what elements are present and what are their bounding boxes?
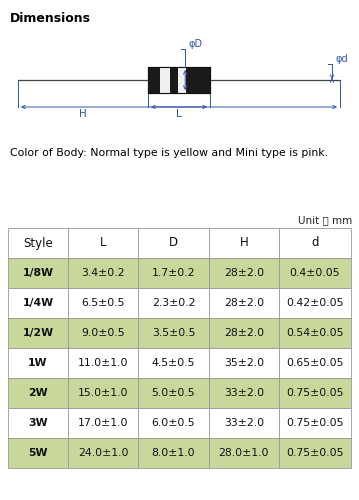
Bar bbox=[68, 258, 138, 288]
Text: Dimensions: Dimensions bbox=[10, 12, 91, 25]
Text: 1/4W: 1/4W bbox=[23, 298, 53, 308]
Text: 5W: 5W bbox=[28, 448, 48, 458]
Bar bbox=[160, 67, 170, 93]
Bar bbox=[8, 228, 68, 258]
Text: 15.0±1.0: 15.0±1.0 bbox=[78, 388, 129, 398]
Text: 1.7±0.2: 1.7±0.2 bbox=[152, 268, 195, 278]
Bar bbox=[170, 67, 178, 93]
Text: Unit ： mm: Unit ： mm bbox=[298, 215, 352, 225]
Text: 3.5±0.5: 3.5±0.5 bbox=[152, 328, 195, 338]
Bar bbox=[8, 408, 68, 438]
Bar bbox=[279, 438, 351, 468]
Bar bbox=[209, 318, 279, 348]
Bar bbox=[68, 438, 138, 468]
Text: 0.4±0.05: 0.4±0.05 bbox=[290, 268, 340, 278]
Text: 33±2.0: 33±2.0 bbox=[224, 418, 264, 428]
Bar bbox=[178, 67, 186, 93]
Text: 9.0±0.5: 9.0±0.5 bbox=[81, 328, 125, 338]
Text: 28.0±1.0: 28.0±1.0 bbox=[219, 448, 269, 458]
Bar bbox=[148, 67, 210, 93]
Text: φD: φD bbox=[188, 39, 202, 49]
Bar bbox=[279, 348, 351, 378]
Bar bbox=[279, 318, 351, 348]
Text: 3.4±0.2: 3.4±0.2 bbox=[81, 268, 125, 278]
Text: 3W: 3W bbox=[28, 418, 48, 428]
Bar bbox=[138, 378, 209, 408]
Bar bbox=[8, 438, 68, 468]
Bar bbox=[209, 378, 279, 408]
Text: 0.65±0.05: 0.65±0.05 bbox=[286, 358, 344, 368]
Text: 6.5±0.5: 6.5±0.5 bbox=[81, 298, 125, 308]
Bar bbox=[8, 378, 68, 408]
Text: 2W: 2W bbox=[28, 388, 48, 398]
Bar bbox=[209, 348, 279, 378]
Text: 17.0±1.0: 17.0±1.0 bbox=[78, 418, 129, 428]
Text: L: L bbox=[100, 236, 106, 250]
Text: 1/8W: 1/8W bbox=[23, 268, 53, 278]
Text: L: L bbox=[176, 109, 182, 119]
Text: d: d bbox=[311, 236, 319, 250]
Bar bbox=[209, 288, 279, 318]
Text: 1W: 1W bbox=[28, 358, 48, 368]
Bar bbox=[68, 228, 138, 258]
Bar bbox=[279, 408, 351, 438]
Bar bbox=[138, 258, 209, 288]
Bar bbox=[138, 288, 209, 318]
Text: 4.5±0.5: 4.5±0.5 bbox=[152, 358, 195, 368]
Bar bbox=[279, 288, 351, 318]
Text: 33±2.0: 33±2.0 bbox=[224, 388, 264, 398]
Bar bbox=[148, 67, 210, 93]
Bar bbox=[8, 288, 68, 318]
Bar bbox=[138, 438, 209, 468]
Bar bbox=[279, 378, 351, 408]
Bar bbox=[138, 318, 209, 348]
Bar bbox=[138, 348, 209, 378]
Bar bbox=[148, 67, 160, 93]
Text: Style: Style bbox=[23, 236, 53, 250]
Bar bbox=[8, 348, 68, 378]
Text: 0.75±0.05: 0.75±0.05 bbox=[286, 388, 344, 398]
Bar bbox=[209, 258, 279, 288]
Text: 2.3±0.2: 2.3±0.2 bbox=[152, 298, 195, 308]
Text: 6.0±0.5: 6.0±0.5 bbox=[152, 418, 195, 428]
Text: 0.54±0.05: 0.54±0.05 bbox=[286, 328, 344, 338]
Text: 5.0±0.5: 5.0±0.5 bbox=[152, 388, 195, 398]
Bar bbox=[68, 318, 138, 348]
Bar bbox=[186, 67, 194, 93]
Text: 24.0±1.0: 24.0±1.0 bbox=[78, 448, 129, 458]
Bar bbox=[138, 408, 209, 438]
Bar bbox=[8, 258, 68, 288]
Bar bbox=[209, 438, 279, 468]
Bar bbox=[68, 408, 138, 438]
Bar bbox=[138, 228, 209, 258]
Bar bbox=[68, 288, 138, 318]
Text: 1/2W: 1/2W bbox=[23, 328, 53, 338]
Text: H: H bbox=[239, 236, 248, 250]
Bar bbox=[209, 228, 279, 258]
Text: 11.0±1.0: 11.0±1.0 bbox=[78, 358, 129, 368]
Text: 0.42±0.05: 0.42±0.05 bbox=[286, 298, 344, 308]
Text: 0.75±0.05: 0.75±0.05 bbox=[286, 418, 344, 428]
Text: H: H bbox=[79, 109, 87, 119]
Text: 28±2.0: 28±2.0 bbox=[224, 298, 264, 308]
Text: D: D bbox=[169, 236, 178, 250]
Bar bbox=[209, 408, 279, 438]
Bar bbox=[279, 258, 351, 288]
Bar bbox=[68, 378, 138, 408]
Bar bbox=[279, 228, 351, 258]
Text: 8.0±1.0: 8.0±1.0 bbox=[152, 448, 195, 458]
Text: Color of Body: Normal type is yellow and Mini type is pink.: Color of Body: Normal type is yellow and… bbox=[10, 148, 328, 158]
Bar bbox=[194, 67, 210, 93]
Text: 35±2.0: 35±2.0 bbox=[224, 358, 264, 368]
Bar bbox=[8, 318, 68, 348]
Text: www.sun-pec.com: www.sun-pec.com bbox=[103, 246, 267, 264]
Text: 28±2.0: 28±2.0 bbox=[224, 268, 264, 278]
Bar bbox=[68, 348, 138, 378]
Text: φd: φd bbox=[335, 54, 348, 64]
Text: 0.75±0.05: 0.75±0.05 bbox=[286, 448, 344, 458]
Text: 28±2.0: 28±2.0 bbox=[224, 328, 264, 338]
